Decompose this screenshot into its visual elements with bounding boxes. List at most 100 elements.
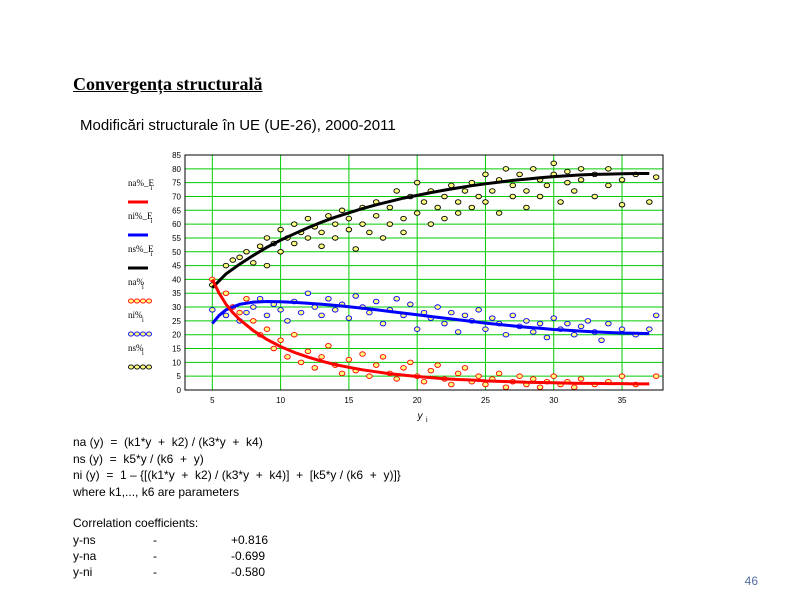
scatter-point: [489, 315, 496, 321]
scatter-point: [652, 312, 660, 319]
scatter-point: [502, 331, 510, 338]
legend-label-subscript: i: [142, 349, 144, 357]
legend-label-subscript: i: [142, 283, 144, 291]
scatter-point: [236, 254, 243, 261]
scatter-point: [284, 354, 291, 360]
scatter-point: [256, 243, 264, 249]
scatter-point: [338, 207, 346, 214]
scatter-point: [325, 296, 332, 302]
slide-number: 46: [744, 574, 758, 588]
legend-marker-swatch: [140, 364, 146, 370]
scatter-point: [400, 215, 407, 222]
scatter-point: [297, 359, 305, 366]
scatter-point: [345, 356, 353, 363]
series-line: [211, 299, 650, 336]
plot-border: [184, 154, 664, 391]
scatter-point: [318, 243, 325, 249]
correlation-separator: -: [153, 533, 157, 547]
legend-marker-swatch: [134, 364, 140, 370]
scatter-point: [536, 384, 544, 390]
scatter-point: [209, 307, 216, 313]
scatter-point: [570, 384, 578, 390]
legend-label-subscript: i: [151, 217, 153, 225]
y-tick-label: 80: [172, 165, 181, 174]
legend-label: ni%_E: [128, 211, 153, 221]
correlation-separator: -: [153, 565, 157, 579]
scatter-point: [250, 318, 257, 324]
scatter-point: [243, 309, 250, 316]
scatter-point: [523, 204, 530, 211]
scatter-point: [564, 320, 571, 327]
x-axis-label-subscript: i: [426, 417, 428, 424]
scatter-point: [502, 166, 510, 172]
scatter-point: [297, 309, 305, 316]
scatter-point: [379, 235, 387, 241]
scatter-point: [618, 373, 626, 379]
legend-marker-swatch: [146, 298, 152, 304]
correlation-label: y-ns: [73, 533, 96, 547]
scatter-point: [263, 312, 271, 319]
legend-label: ni%: [128, 310, 143, 320]
scatter-point: [509, 182, 517, 189]
scatter-point: [441, 215, 448, 222]
scatter-point: [536, 193, 544, 200]
scatter-point: [523, 188, 530, 194]
scatter-point: [618, 202, 626, 208]
scatter-point: [413, 210, 421, 216]
scatter-point: [284, 318, 291, 324]
y-tick-label: 35: [172, 289, 181, 298]
y-tick-label: 0: [177, 386, 182, 395]
scatter-point: [386, 204, 394, 211]
scatter-point: [331, 235, 339, 241]
scatter-point: [393, 376, 400, 382]
scatter-point: [475, 307, 482, 313]
formula-ni: ni (y) = 1 – {[(k1*y + k2) / (k3*y + k4)…: [73, 468, 401, 482]
scatter-point: [454, 210, 462, 216]
scatter-point: [352, 246, 359, 252]
correlation-value: -0.580: [231, 565, 266, 579]
scatter-point: [448, 182, 455, 189]
scatter-point: [400, 229, 407, 236]
scatter-point: [509, 193, 517, 200]
scatter-point: [495, 370, 503, 377]
scatter-point: [550, 160, 557, 167]
scatter-point: [482, 171, 489, 178]
scatter-point: [379, 320, 387, 327]
scatter-point: [652, 174, 660, 180]
scatter-point: [359, 351, 366, 357]
scatter-point: [516, 373, 523, 379]
legend-label-subscript: i: [142, 316, 144, 324]
formula-na: na (y) = (k1*y + k2) / (k3*y + k4): [73, 435, 263, 449]
scatter-point: [570, 188, 578, 194]
legend-marker-swatch: [140, 298, 146, 304]
correlation-separator: -: [153, 549, 157, 563]
scatter-point: [454, 329, 462, 335]
scatter-point: [646, 326, 653, 332]
legend-label-subscript: i: [151, 250, 153, 258]
scatter-point: [543, 182, 551, 189]
plot-background: [185, 155, 663, 390]
scatter-point: [461, 188, 469, 194]
scatter-point: [311, 304, 318, 310]
scatter-point: [372, 213, 380, 219]
scatter-point: [413, 326, 421, 332]
x-tick-label: 5: [210, 396, 215, 405]
y-tick-label: 40: [172, 275, 181, 284]
scatter-point: [448, 309, 455, 316]
legend-marker-swatch: [128, 298, 134, 304]
scatter-point: [277, 249, 284, 255]
scatter-point: [427, 221, 435, 227]
scatter-point: [577, 323, 585, 330]
scatter-point: [509, 312, 517, 319]
scatter-point: [379, 354, 387, 360]
scatter-point: [331, 221, 339, 227]
scatter-point: [331, 307, 339, 313]
scatter-point: [263, 262, 271, 269]
scatter-point: [386, 221, 394, 227]
scatter-point: [304, 215, 312, 222]
scatter-point: [345, 226, 353, 233]
scatter-point: [229, 257, 237, 263]
correlation-label: y-na: [73, 549, 97, 563]
formula-note: where k1,..., k6 are parameters: [73, 485, 240, 499]
